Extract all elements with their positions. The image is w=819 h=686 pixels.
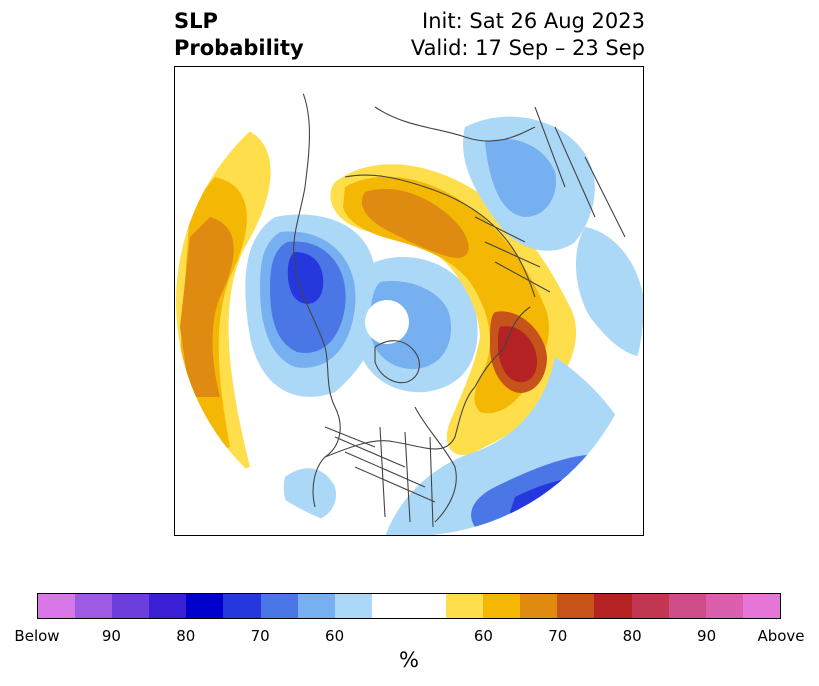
title-variable: SLP: [174, 9, 218, 33]
init-date: Init: Sat 26 Aug 2023: [422, 9, 645, 33]
colorbar-segment: [334, 594, 372, 618]
colorbar-tick-label: 90: [697, 627, 717, 645]
colorbar-tick-label: 90: [101, 627, 121, 645]
colorbar-segment: [705, 594, 743, 618]
shade-b4: [287, 252, 324, 304]
coastlines: [293, 76, 626, 528]
colorbar-unit: %: [399, 648, 419, 672]
colorbar-segment: [446, 594, 484, 618]
colorbar-segment: [297, 594, 335, 618]
colorbar-segment: [223, 594, 261, 618]
colorbar-tick-label: 70: [250, 627, 270, 645]
colorbar-tick-label: 80: [622, 627, 642, 645]
colorbar-segment: [186, 594, 224, 618]
colorbar-segment: [149, 594, 187, 618]
colorbar-segment: [520, 594, 558, 618]
colorbar-segment: [75, 594, 113, 618]
colorbar: [37, 593, 781, 619]
siberia-below-region: [463, 116, 643, 357]
colorbar-tick-label: Above: [757, 627, 805, 645]
colorbar-segment: [112, 594, 150, 618]
colorbar-tick-label: 70: [548, 627, 568, 645]
colorbar-tick-label: 60: [325, 627, 345, 645]
colorbar-segment: [371, 594, 409, 618]
colorbar-segment: [668, 594, 706, 618]
map-frame: [174, 66, 644, 536]
colorbar-segment: [557, 594, 595, 618]
arctic-below-region: [355, 257, 478, 393]
beringia-below-region: [245, 214, 380, 397]
shade-p3: [180, 217, 234, 397]
title-right: Init: Sat 26 Aug 2023 Valid: 17 Sep – 23…: [411, 8, 645, 62]
shade-s3: [575, 227, 643, 357]
colorbar-segment: [483, 594, 521, 618]
valid-range: Valid: 17 Sep – 23 Sep: [410, 36, 645, 60]
colorbar-segment: [408, 594, 447, 618]
colorbar-segment: [260, 594, 298, 618]
shade-e3: [361, 188, 469, 258]
colorbar-tick-label: Below: [14, 627, 60, 645]
title-metric: Probability: [174, 36, 304, 60]
shade-a3: [365, 300, 409, 344]
probability-map: [176, 68, 643, 535]
colorbar-segment: [594, 594, 632, 618]
colorbar-segment: [38, 594, 76, 618]
shade-s2: [485, 138, 556, 217]
colorbar-segment: [742, 594, 780, 618]
colorbar-tick-label: 60: [473, 627, 493, 645]
title-left: SLP Probability: [174, 8, 304, 62]
colorbar-segment: [631, 594, 669, 618]
colorbar-tick-label: 80: [176, 627, 196, 645]
